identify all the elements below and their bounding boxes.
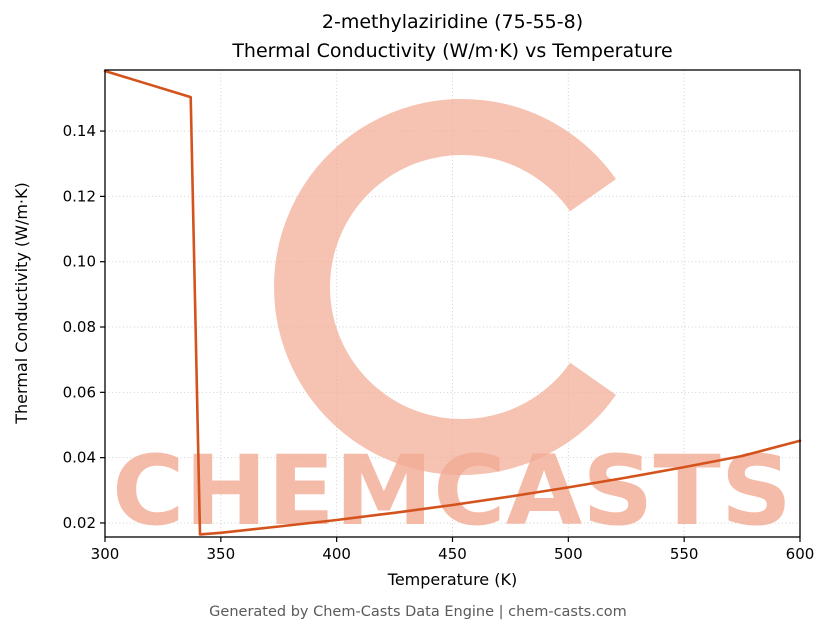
watermark-text: CHEMCASTS xyxy=(112,435,792,547)
watermark-logo-c xyxy=(274,99,616,475)
y-tick-label: 0.14 xyxy=(63,122,96,140)
chart-title: 2-methylaziridine (75-55-8) Thermal Cond… xyxy=(105,8,800,66)
x-tick-label: 400 xyxy=(322,545,351,563)
y-axis-label: Thermal Conductivity (W/m·K) xyxy=(12,182,31,424)
x-tick-label: 600 xyxy=(786,545,815,563)
series-line xyxy=(103,69,802,536)
x-tick-label: 350 xyxy=(207,545,236,563)
y-tick-label: 0.12 xyxy=(63,187,96,205)
chart-title-line2: Thermal Conductivity (W/m·K) vs Temperat… xyxy=(232,40,673,62)
footer-credit: Generated by Chem-Casts Data Engine | ch… xyxy=(209,604,627,620)
y-tick-label: 0.08 xyxy=(63,318,96,336)
x-tick-label: 300 xyxy=(91,545,120,563)
chart-title-line1: 2-methylaziridine (75-55-8) xyxy=(321,11,584,33)
x-tick-label: 450 xyxy=(438,545,467,563)
x-tick-label: 500 xyxy=(554,545,583,563)
y-tick-label: 0.04 xyxy=(63,449,96,467)
x-axis-label: Temperature (K) xyxy=(387,570,518,589)
y-tick-label: 0.06 xyxy=(63,383,96,401)
y-tick-label: 0.02 xyxy=(63,514,96,532)
y-tick-label: 0.10 xyxy=(63,253,96,271)
x-tick-label: 550 xyxy=(670,545,699,563)
